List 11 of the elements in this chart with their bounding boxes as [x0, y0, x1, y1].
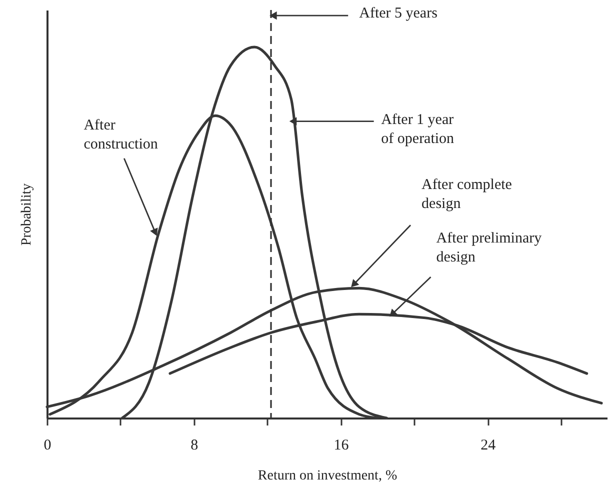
x-tick-label: 16	[334, 438, 350, 454]
x-tick-label: 0	[44, 438, 52, 454]
annotation: After complete design	[422, 176, 512, 212]
annotation: After 1 year of operation	[381, 112, 455, 147]
x-tick-label: 8	[190, 438, 198, 454]
annotation: After preliminary design	[436, 230, 542, 266]
x-tick-label: 24	[480, 438, 496, 454]
annotation: After construction	[84, 118, 158, 153]
x-axis-title: Return on investment, %	[258, 468, 398, 484]
y-axis-title: Probability	[20, 183, 34, 246]
ref-line-label: After 5 years	[359, 6, 438, 22]
